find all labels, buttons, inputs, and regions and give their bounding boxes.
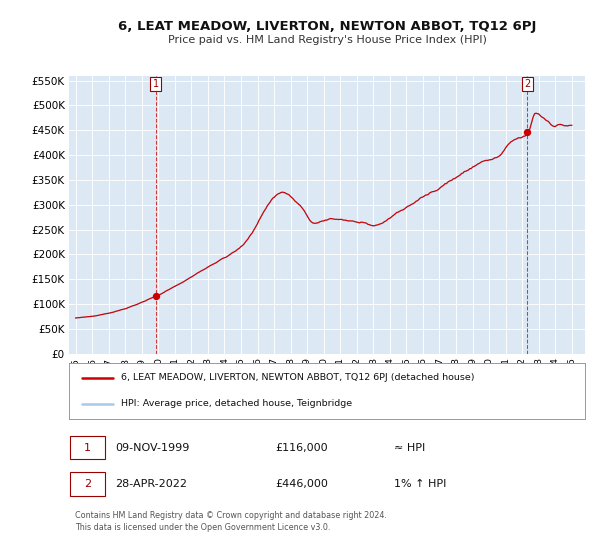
Text: ≈ HPI: ≈ HPI [394, 442, 425, 452]
Text: Price paid vs. HM Land Registry's House Price Index (HPI): Price paid vs. HM Land Registry's House … [167, 35, 487, 45]
Text: 2: 2 [84, 479, 91, 489]
Text: 1% ↑ HPI: 1% ↑ HPI [394, 479, 446, 489]
Text: 09-NOV-1999: 09-NOV-1999 [115, 442, 190, 452]
Text: 1: 1 [84, 442, 91, 452]
Text: 2: 2 [524, 79, 530, 89]
Text: Contains HM Land Registry data © Crown copyright and database right 2024.
This d: Contains HM Land Registry data © Crown c… [75, 511, 387, 532]
Text: £116,000: £116,000 [275, 442, 328, 452]
Text: 28-APR-2022: 28-APR-2022 [115, 479, 187, 489]
Text: HPI: Average price, detached house, Teignbridge: HPI: Average price, detached house, Teig… [121, 399, 352, 408]
Text: 6, LEAT MEADOW, LIVERTON, NEWTON ABBOT, TQ12 6PJ (detached house): 6, LEAT MEADOW, LIVERTON, NEWTON ABBOT, … [121, 374, 474, 382]
Text: £446,000: £446,000 [275, 479, 328, 489]
Text: 1: 1 [153, 79, 159, 89]
Text: 6, LEAT MEADOW, LIVERTON, NEWTON ABBOT, TQ12 6PJ: 6, LEAT MEADOW, LIVERTON, NEWTON ABBOT, … [118, 20, 536, 32]
FancyBboxPatch shape [70, 472, 105, 496]
Point [151, 292, 161, 301]
FancyBboxPatch shape [70, 436, 105, 459]
Point [523, 128, 532, 137]
